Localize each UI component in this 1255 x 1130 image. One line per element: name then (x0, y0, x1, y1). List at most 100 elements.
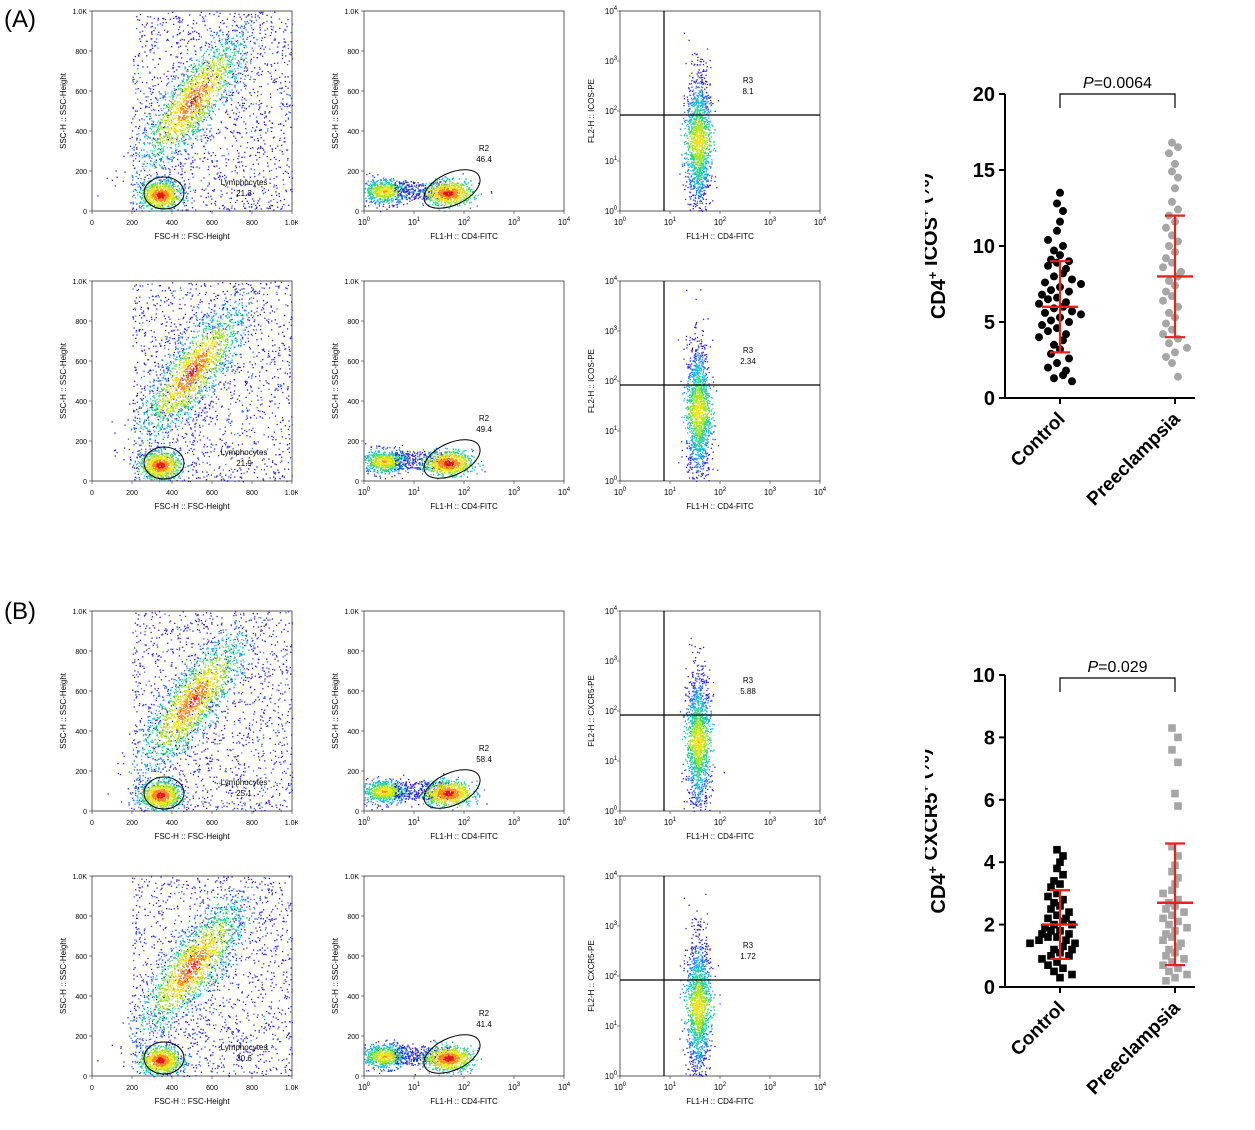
x-axis-label: FL1-H :: CD4-FITC (686, 1097, 754, 1106)
x-tick-label: 800 (246, 490, 258, 497)
y-axis-label: FL2-H :: CXCR5-PE (587, 940, 596, 1012)
y-axis-label: SSC-H :: SSC-Height (331, 342, 340, 419)
gate-value: 8.1 (742, 87, 754, 96)
x-tick-label: 101 (408, 217, 421, 227)
y-tick-label: 0 (83, 479, 87, 486)
x-tick-label: 200 (126, 490, 138, 497)
x-tick-label: 101 (664, 217, 677, 227)
x-tick-label: 103 (764, 487, 777, 497)
significance-bracket (1060, 94, 1175, 108)
x-tick-label: 102 (458, 487, 471, 497)
gate-name: R3 (743, 676, 754, 685)
y-axis-label: SSC-H :: SSC-Height (331, 672, 340, 749)
data-point (1171, 790, 1179, 798)
y-tick-label: 102 (605, 376, 618, 386)
x-axis-label: FSC-H :: FSC-Height (154, 232, 230, 241)
data-point (1171, 160, 1179, 168)
gate-value: 41.4 (476, 1020, 492, 1029)
x-tick-label: 103 (508, 1082, 521, 1092)
x-tick-label: 102 (714, 1082, 727, 1092)
x-tick-label: 104 (558, 487, 570, 497)
data-point (1171, 348, 1179, 356)
series-control (1026, 846, 1079, 982)
y-tick-label: 800 (75, 649, 87, 656)
x-tick-label: 1.0K (285, 220, 298, 227)
data-point (1047, 316, 1055, 324)
x-tick-label: 104 (558, 1082, 570, 1092)
data-point (1171, 974, 1179, 982)
x-tick-label: 104 (558, 217, 570, 227)
gate-value: 58.4 (476, 755, 492, 764)
x-tick-label: 0 (90, 490, 94, 497)
gate-name: Lymphocytes (221, 448, 268, 457)
data-point (1050, 272, 1058, 280)
y-axis-label: SSC-H :: SSC-Height (59, 937, 68, 1014)
y-tick-label: 600 (75, 954, 87, 961)
y-tick-label: 20 (973, 84, 995, 106)
data-point (1053, 359, 1061, 367)
x-tick-label: 100 (358, 487, 371, 497)
y-tick-label: 1.0K (73, 9, 88, 16)
gate-name: R2 (479, 1009, 490, 1018)
gate-value: 30.6 (236, 1054, 252, 1063)
x-tick-label: 100 (614, 817, 627, 827)
x-tick-label: 102 (458, 1082, 471, 1092)
y-tick-label: 0 (355, 1074, 359, 1081)
y-tick-label: 200 (75, 769, 87, 776)
data-point (1077, 310, 1085, 318)
y-tick-label: 800 (75, 319, 87, 326)
data-point (1053, 227, 1061, 235)
gate-name: R3 (743, 76, 754, 85)
data-point (1183, 344, 1191, 352)
y-tick-label: 1.0K (345, 609, 360, 616)
data-point (1077, 280, 1085, 288)
y-axis-label: CD4+ ICOS+ (%) (925, 173, 950, 319)
y-tick-label: 0 (355, 209, 359, 216)
x-tick-label: 102 (714, 217, 727, 227)
x-tick-label: 103 (508, 817, 521, 827)
y-axis-label: SSC-H :: SSC-Height (331, 72, 340, 149)
y-tick-label: 800 (347, 649, 359, 656)
y-tick-label: 103 (605, 656, 618, 666)
data-point (1041, 278, 1049, 286)
data-point (1035, 300, 1043, 308)
category-label: Preeclampsia (1083, 997, 1185, 1099)
x-tick-label: 800 (246, 220, 258, 227)
y-tick-label: 101 (605, 426, 618, 436)
y-axis-label: SSC-H :: SSC-Height (331, 937, 340, 1014)
gate-name: Lymphocytes (221, 1043, 268, 1052)
y-tick-label: 800 (347, 49, 359, 56)
y-tick-label: 400 (75, 729, 87, 736)
data-point (1068, 971, 1076, 979)
y-tick-label: 200 (347, 169, 359, 176)
panel-label-a: (A) (4, 6, 36, 34)
x-tick-label: 104 (814, 1082, 826, 1092)
x-tick-label: 100 (358, 217, 371, 227)
p-value-label: P=0.0064 (1083, 75, 1152, 92)
category-label: Control (1007, 998, 1070, 1061)
x-tick-label: 101 (664, 487, 677, 497)
data-point (1162, 320, 1170, 328)
y-tick-label: 4 (984, 852, 996, 874)
y-tick-label: 600 (75, 689, 87, 696)
data-point (1168, 746, 1176, 754)
data-point (1165, 339, 1173, 347)
x-axis-label: FSC-H :: FSC-Height (154, 832, 230, 841)
x-tick-label: 103 (508, 217, 521, 227)
y-tick-label: 0 (355, 479, 359, 486)
data-point (1159, 936, 1167, 944)
x-tick-label: 0 (90, 220, 94, 227)
y-tick-label: 103 (605, 921, 618, 931)
data-point (1068, 307, 1076, 315)
data-point (1050, 304, 1058, 312)
data-point (1044, 364, 1052, 372)
x-tick-label: 104 (558, 817, 570, 827)
data-point (1056, 880, 1064, 888)
plot-frame (620, 611, 820, 811)
x-tick-label: 100 (614, 1082, 627, 1092)
y-axis-label: SSC-H :: SSC-Height (59, 342, 68, 419)
y-tick-label: 8 (984, 727, 995, 749)
